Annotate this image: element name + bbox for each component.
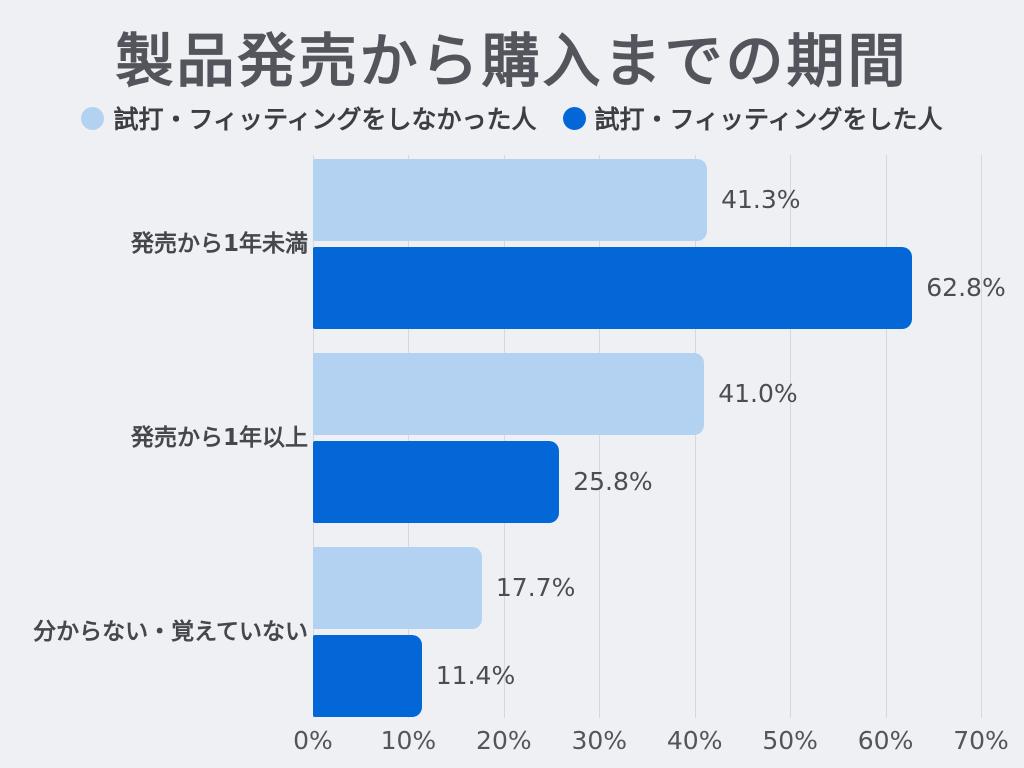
- x-tick-label: 70%: [953, 726, 1009, 755]
- x-tick-label: 10%: [380, 726, 437, 755]
- category-label: 発売から1年以上: [130, 425, 308, 451]
- gridline: [790, 155, 792, 718]
- x-tick-label: 50%: [762, 726, 818, 755]
- bar: [313, 353, 705, 435]
- gridline: [981, 155, 982, 718]
- gridline: [313, 155, 314, 718]
- category-label: 分からない・覚えていない: [33, 619, 308, 645]
- gridline: [885, 155, 887, 718]
- bar: [313, 247, 913, 329]
- x-tick-label: 60%: [857, 726, 914, 755]
- value-label: 11.4%: [435, 661, 516, 690]
- gridline: [694, 155, 696, 718]
- gridline: [599, 155, 601, 718]
- x-tick-label: 0%: [293, 726, 333, 755]
- chart-title: 製品発売から購入までの期間: [115, 27, 909, 95]
- gridline: [503, 155, 505, 718]
- gridline: [408, 155, 410, 718]
- value-label: 25.8%: [573, 467, 653, 496]
- plot-area: 41.3% 62.8% 41.0% 25.8% 17.7% 11.4%: [313, 155, 1006, 720]
- legend-item: 試打・フィッティングをしなかった人: [81, 100, 537, 136]
- x-tick-label: 30%: [571, 726, 628, 755]
- legend-swatch-circle-icon: [81, 106, 105, 130]
- legend-label: 試打・フィッティングをしなかった人: [113, 105, 537, 134]
- legend: 試打・フィッティングをしなかった人 試打・フィッティングをした人: [0, 100, 1024, 136]
- x-tick-label: 20%: [476, 726, 532, 755]
- bar: [313, 635, 422, 717]
- value-label: 17.7%: [495, 573, 576, 602]
- legend-item: 試打・フィッティングをした人: [562, 100, 943, 136]
- x-tick-label: 40%: [666, 726, 723, 755]
- value-label: 41.3%: [721, 185, 801, 214]
- legend-label: 試打・フィッティングをした人: [594, 105, 943, 134]
- bar: [313, 441, 560, 523]
- category-label: 発売から1年未満: [130, 231, 308, 257]
- value-label: 41.0%: [718, 379, 798, 408]
- bar: [313, 159, 708, 241]
- legend-swatch-circle-icon: [562, 106, 586, 130]
- value-label: 62.8%: [926, 273, 1006, 302]
- bar: [313, 547, 482, 629]
